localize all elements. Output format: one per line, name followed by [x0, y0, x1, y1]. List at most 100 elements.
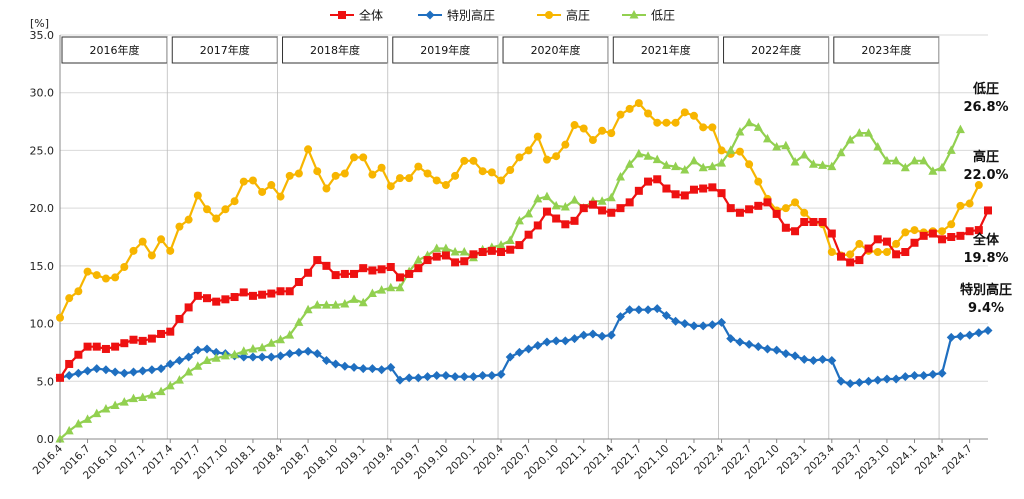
- data-point: [460, 257, 469, 266]
- end-label-name: 全体: [972, 232, 1000, 248]
- data-point: [938, 235, 947, 244]
- data-point: [119, 397, 129, 406]
- data-point: [230, 197, 239, 206]
- y-tick-label: 15.0: [30, 260, 55, 273]
- y-tick-label: 20.0: [30, 202, 55, 215]
- data-point: [625, 198, 634, 207]
- data-point: [928, 369, 938, 379]
- data-point: [634, 305, 644, 315]
- fiscal-year-label: 2019年度: [420, 43, 470, 57]
- data-point: [248, 291, 257, 300]
- y-tick-label: 30.0: [30, 87, 55, 100]
- data-point: [184, 367, 194, 376]
- data-point: [938, 227, 947, 236]
- data-point: [579, 124, 588, 133]
- data-point: [129, 393, 139, 403]
- data-point: [56, 373, 64, 382]
- data-point: [707, 320, 717, 330]
- data-point: [643, 305, 653, 315]
- data-point: [983, 325, 993, 335]
- data-point: [864, 376, 874, 386]
- data-point: [781, 223, 790, 232]
- data-point: [459, 247, 469, 256]
- data-point: [726, 145, 736, 154]
- data-point: [432, 243, 442, 253]
- data-point: [193, 361, 203, 370]
- data-point: [211, 347, 221, 357]
- data-point: [147, 365, 157, 375]
- data-point: [184, 303, 193, 312]
- data-point: [735, 147, 744, 156]
- end-labels: 全体 19.8% 特別高圧 9.4% 高圧 22.0% 低圧 26.8%: [960, 81, 1012, 316]
- data-point: [166, 246, 175, 255]
- data-point: [542, 191, 552, 201]
- data-point: [717, 158, 727, 167]
- data-point: [634, 148, 644, 158]
- data-point: [505, 235, 515, 244]
- legend-entry: 特別高圧: [447, 8, 495, 23]
- data-point: [864, 128, 874, 137]
- data-point: [818, 160, 828, 169]
- data-point: [689, 111, 698, 120]
- data-point: [230, 293, 239, 302]
- data-point: [588, 200, 597, 209]
- data-point: [634, 99, 643, 108]
- data-point: [285, 330, 295, 339]
- data-point: [762, 344, 772, 354]
- data-point: [92, 408, 102, 418]
- data-point: [321, 356, 331, 366]
- data-point: [395, 282, 405, 292]
- data-point: [450, 247, 460, 256]
- data-point: [514, 347, 524, 357]
- data-point: [395, 375, 405, 385]
- data-point: [64, 425, 74, 435]
- data-point: [570, 216, 579, 225]
- data-point: [524, 146, 533, 155]
- data-point: [203, 294, 212, 303]
- data-point: [882, 248, 891, 257]
- data-point: [928, 166, 938, 175]
- data-point: [239, 288, 248, 297]
- data-point: [92, 342, 101, 351]
- data-point: [689, 321, 699, 331]
- data-point: [643, 151, 653, 160]
- data-point: [616, 204, 625, 213]
- data-point: [855, 256, 864, 265]
- data-point: [312, 300, 322, 309]
- data-point: [854, 128, 864, 137]
- data-point: [119, 368, 129, 378]
- data-point: [350, 153, 359, 162]
- fiscal-year-box: [723, 36, 830, 64]
- series-1: [55, 304, 993, 389]
- data-point: [175, 314, 184, 323]
- data-point: [367, 288, 377, 298]
- data-point: [460, 156, 469, 165]
- data-point: [331, 171, 340, 180]
- data-point: [202, 344, 212, 354]
- data-point: [579, 204, 588, 213]
- data-point: [607, 129, 616, 138]
- data-point: [698, 321, 708, 331]
- data-point: [891, 155, 901, 165]
- fiscal-year-box: [502, 36, 609, 64]
- y-tick-label: 10.0: [30, 318, 55, 331]
- data-point: [882, 374, 892, 384]
- data-point: [873, 248, 882, 257]
- data-point: [184, 215, 193, 224]
- data-point: [836, 376, 846, 386]
- data-point: [515, 153, 524, 162]
- fiscal-year-box: [282, 36, 389, 64]
- data-point: [717, 146, 726, 155]
- data-point: [754, 201, 763, 210]
- data-point: [111, 273, 120, 282]
- data-point: [304, 268, 313, 277]
- fiscal-year-label: 2017年度: [200, 43, 250, 57]
- data-point: [110, 400, 120, 410]
- data-point: [570, 195, 580, 204]
- data-point: [680, 319, 690, 329]
- data-point: [405, 174, 414, 183]
- data-point: [101, 344, 110, 353]
- data-point: [340, 169, 349, 178]
- data-point: [174, 375, 184, 384]
